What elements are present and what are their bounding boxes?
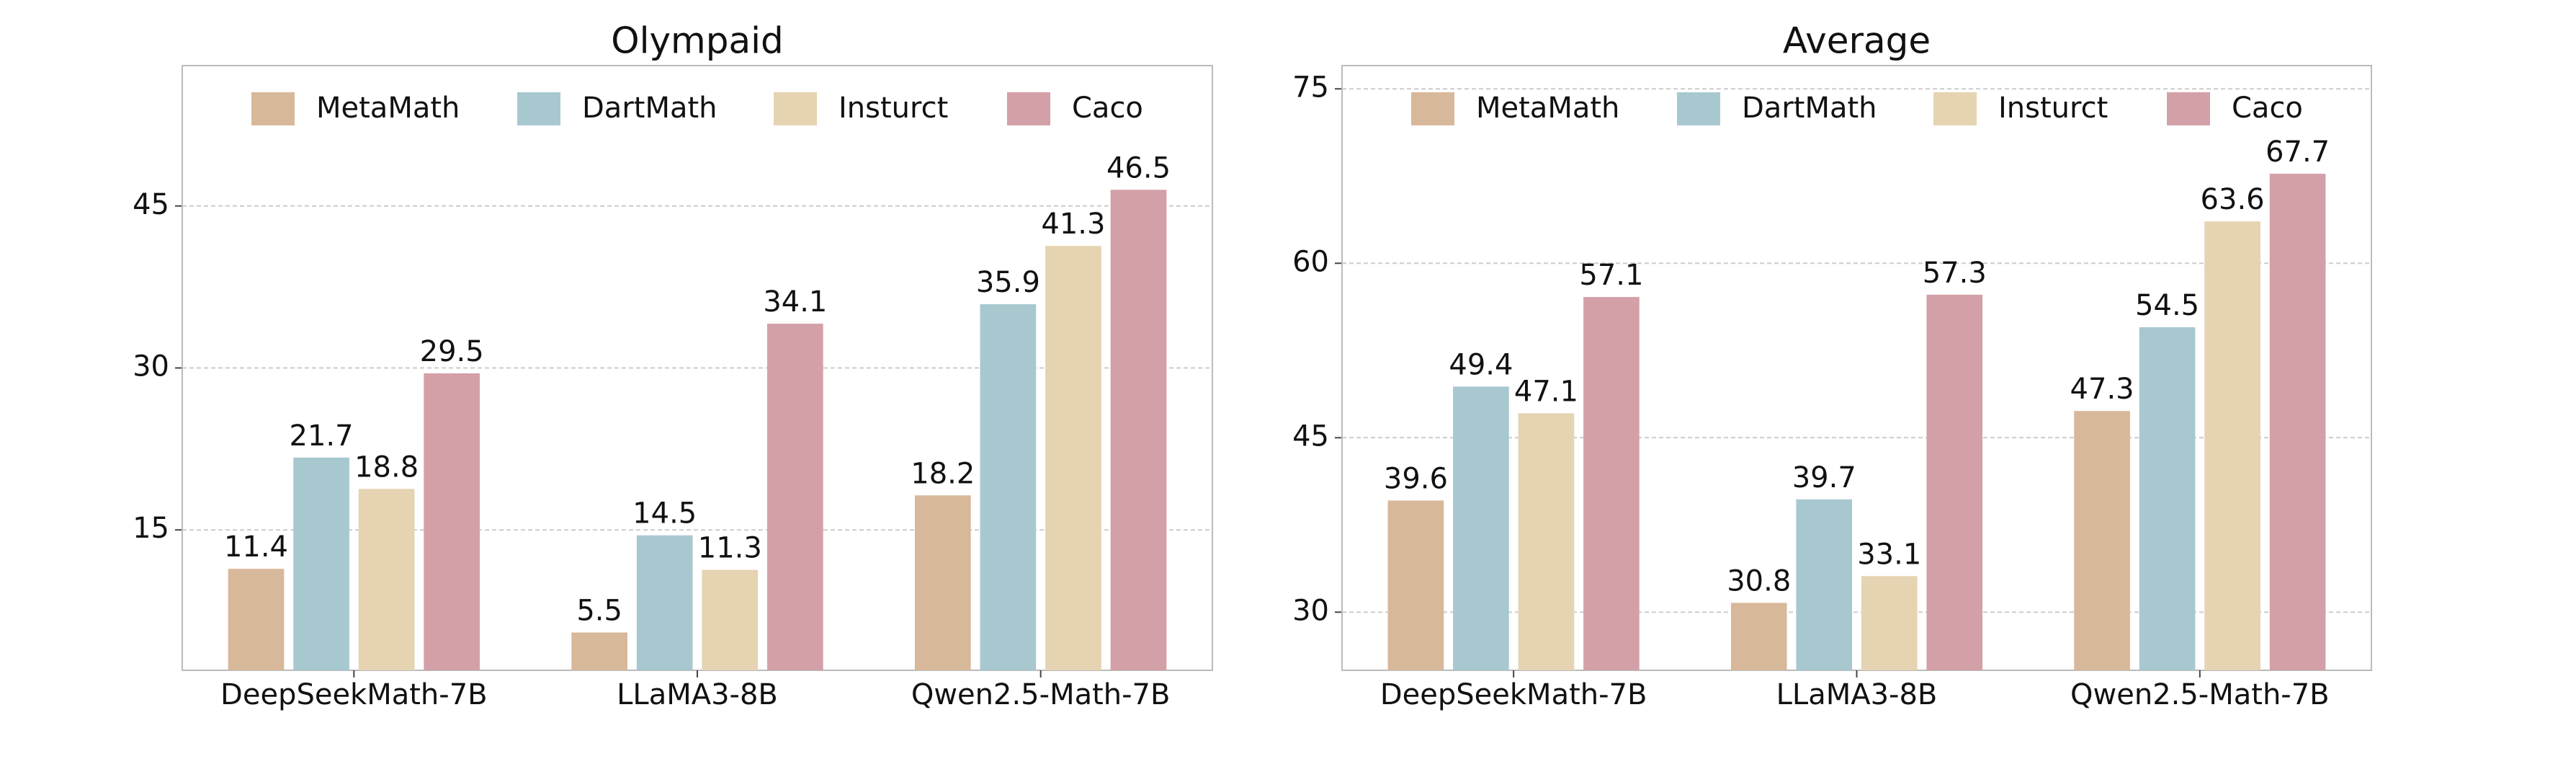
bar (636, 535, 693, 670)
value-label: 63.6 (2201, 183, 2265, 216)
bar (1110, 190, 1167, 670)
bar (914, 495, 971, 670)
y-tick-label: 15 (133, 512, 169, 545)
value-label: 34.1 (763, 285, 827, 319)
y-tick-label: 60 (1292, 245, 1329, 278)
value-label: 47.1 (1514, 375, 1578, 408)
value-label: 57.3 (1923, 257, 1987, 290)
legend-label: DartMath (582, 92, 717, 125)
value-label: 14.5 (632, 497, 697, 530)
chart-title: Average (1783, 20, 1931, 62)
legend-swatch (774, 92, 817, 125)
value-label: 18.2 (911, 457, 975, 490)
bar (1518, 413, 1575, 670)
value-label: 21.7 (290, 419, 354, 453)
value-label: 46.5 (1106, 151, 1171, 185)
legend-label: Caco (1072, 92, 1143, 125)
bar (702, 569, 759, 670)
value-label: 47.3 (2070, 373, 2134, 406)
y-tick-label: 75 (1292, 71, 1329, 104)
y-tick-label: 45 (133, 188, 169, 221)
value-label: 67.7 (2266, 136, 2330, 169)
chart-title: Olympaid (611, 20, 784, 62)
bar (358, 489, 415, 670)
bar (424, 373, 480, 670)
legend-label: Insturct (838, 92, 948, 125)
legend-label: Caco (2232, 92, 2303, 125)
y-tick-label: 30 (1292, 594, 1329, 627)
bar (2269, 174, 2326, 670)
value-label: 57.1 (1579, 259, 1643, 292)
value-label: 29.5 (420, 335, 484, 368)
bar (1861, 576, 1918, 670)
value-label: 39.6 (1384, 462, 1448, 495)
value-label: 54.5 (2135, 289, 2199, 322)
x-tick-label: Qwen2.5-Math-7B (2070, 678, 2330, 711)
bar (2074, 411, 2130, 670)
legend-swatch (517, 92, 560, 125)
bar (2204, 221, 2260, 670)
legend-swatch (251, 92, 295, 125)
value-label: 11.3 (698, 532, 762, 565)
value-label: 30.8 (1727, 564, 1791, 598)
bar (228, 569, 285, 670)
value-label: 35.9 (976, 266, 1040, 299)
value-label: 39.7 (1792, 461, 1856, 494)
bar (1387, 500, 1444, 670)
value-label: 41.3 (1041, 208, 1105, 241)
bar (2139, 327, 2196, 670)
x-tick-label: Qwen2.5-Math-7B (911, 678, 1171, 711)
bar (1453, 386, 1509, 670)
legend-label: DartMath (1742, 92, 1877, 125)
x-tick-label: LLaMA3-8B (1776, 678, 1938, 711)
bar (293, 457, 349, 670)
legend-swatch (1933, 92, 1977, 125)
x-tick-label: LLaMA3-8B (617, 678, 778, 711)
y-tick-label: 45 (1292, 419, 1329, 453)
legend-swatch (1007, 92, 1050, 125)
legend-label: Insturct (1998, 92, 2108, 125)
bar (767, 324, 823, 670)
x-tick-label: DeepSeekMath-7B (1380, 678, 1647, 711)
value-label: 33.1 (1857, 538, 1921, 571)
legend-swatch (1411, 92, 1454, 125)
value-label: 5.5 (576, 595, 622, 628)
legend-swatch (1677, 92, 1720, 125)
bar (1045, 246, 1101, 670)
value-label: 18.8 (354, 450, 419, 484)
value-label: 11.4 (224, 530, 288, 564)
bar (980, 304, 1037, 670)
legend-swatch (2167, 92, 2210, 125)
legend-label: MetaMath (316, 92, 460, 125)
value-label: 49.4 (1449, 348, 1513, 381)
legend-label: MetaMath (1476, 92, 1619, 125)
bar (571, 632, 627, 670)
bar (1926, 294, 1983, 670)
x-tick-label: DeepSeekMath-7B (220, 678, 488, 711)
bar (1730, 603, 1787, 670)
bar (1796, 499, 1853, 670)
bar (1583, 297, 1640, 670)
y-tick-label: 30 (133, 350, 169, 383)
